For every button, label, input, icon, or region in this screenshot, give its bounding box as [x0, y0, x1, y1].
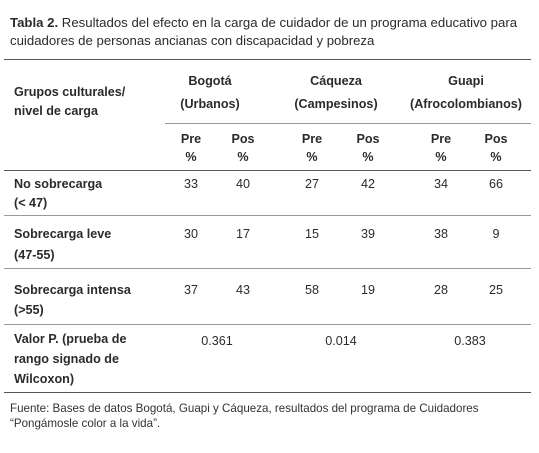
table-caption: Tabla 2. Resultados del efecto en la car… [10, 14, 530, 50]
table-cell: 33 [183, 177, 199, 191]
table-cell: 15 [304, 227, 320, 241]
table-source-note: Fuente: Bases de datos Bogotá, Guapi y C… [10, 402, 479, 430]
table-cell: 66 [488, 177, 504, 191]
pvalue-label-line3: Wilcoxon) [14, 372, 75, 386]
row-divider-2 [4, 268, 531, 269]
table-cell: 42 [360, 177, 376, 191]
row-divider-3 [4, 324, 531, 325]
pvalue-label-line1: Valor P. (prueba de [14, 332, 127, 346]
group-header-rule [165, 123, 531, 124]
bottom-rule [4, 392, 531, 393]
group-name-guapi: Guapi [448, 74, 484, 88]
caqueza-pos-pct: % [362, 150, 374, 164]
group-name-bogota: Bogotá [188, 74, 232, 88]
row-header-label-line2: nivel de carga [14, 104, 98, 118]
table-cell: 27 [304, 177, 320, 191]
table-cell: 37 [183, 283, 199, 297]
row-no-sobrecarga-label: No sobrecarga [14, 177, 103, 191]
group-sub-guapi: (Afrocolombianos) [410, 97, 522, 111]
row-divider-1 [4, 215, 531, 216]
table-cell: 58 [304, 283, 320, 297]
table-cell: 19 [360, 283, 376, 297]
table-cell: 39 [360, 227, 376, 241]
bogota-pos-label: Pos [231, 132, 255, 146]
group-sub-bogota: (Urbanos) [180, 97, 240, 111]
table-number: Tabla 2. [10, 15, 59, 30]
caqueza-pre-pct: % [306, 150, 318, 164]
guapi-pos-label: Pos [484, 132, 508, 146]
row-sobrecarga-intensa-label: Sobrecarga intensa [14, 283, 131, 297]
bogota-pre-pct: % [185, 150, 197, 164]
table-cell: 34 [433, 177, 449, 191]
guapi-pos-pct: % [490, 150, 502, 164]
table-cell: 9 [492, 227, 500, 241]
row-sobrecarga-leve-range: (47-55) [14, 248, 55, 262]
header-bottom-rule [4, 170, 531, 171]
row-no-sobrecarga-range: (< 47) [14, 196, 48, 210]
pvalue-label-line2: rango signado de [14, 352, 119, 366]
bogota-pre-label: Pre [180, 132, 202, 146]
caption-text: Resultados del efecto en la carga de cui… [10, 15, 518, 48]
table-cell: 25 [488, 283, 504, 297]
guapi-pre-pct: % [435, 150, 447, 164]
top-rule [4, 59, 531, 60]
pvalue-guapi: 0.383 [454, 334, 486, 348]
pvalue-bogota: 0.361 [201, 334, 233, 348]
group-sub-caqueza: (Campesinos) [294, 97, 378, 111]
group-name-caqueza: Cáqueza [310, 74, 362, 88]
table-cell: 43 [235, 283, 251, 297]
table-cell: 17 [235, 227, 251, 241]
table-cell: 38 [433, 227, 449, 241]
row-sobrecarga-intensa-range: (>55) [14, 303, 44, 317]
pvalue-caqueza: 0.014 [325, 334, 357, 348]
row-header-label-line1: Grupos culturales/ [14, 85, 126, 99]
table-cell: 30 [183, 227, 199, 241]
guapi-pre-label: Pre [430, 132, 452, 146]
caqueza-pos-label: Pos [356, 132, 380, 146]
table-cell: 40 [235, 177, 251, 191]
bogota-pos-pct: % [237, 150, 249, 164]
table-cell: 28 [433, 283, 449, 297]
row-sobrecarga-leve-label: Sobrecarga leve [14, 227, 112, 241]
caqueza-pre-label: Pre [301, 132, 323, 146]
